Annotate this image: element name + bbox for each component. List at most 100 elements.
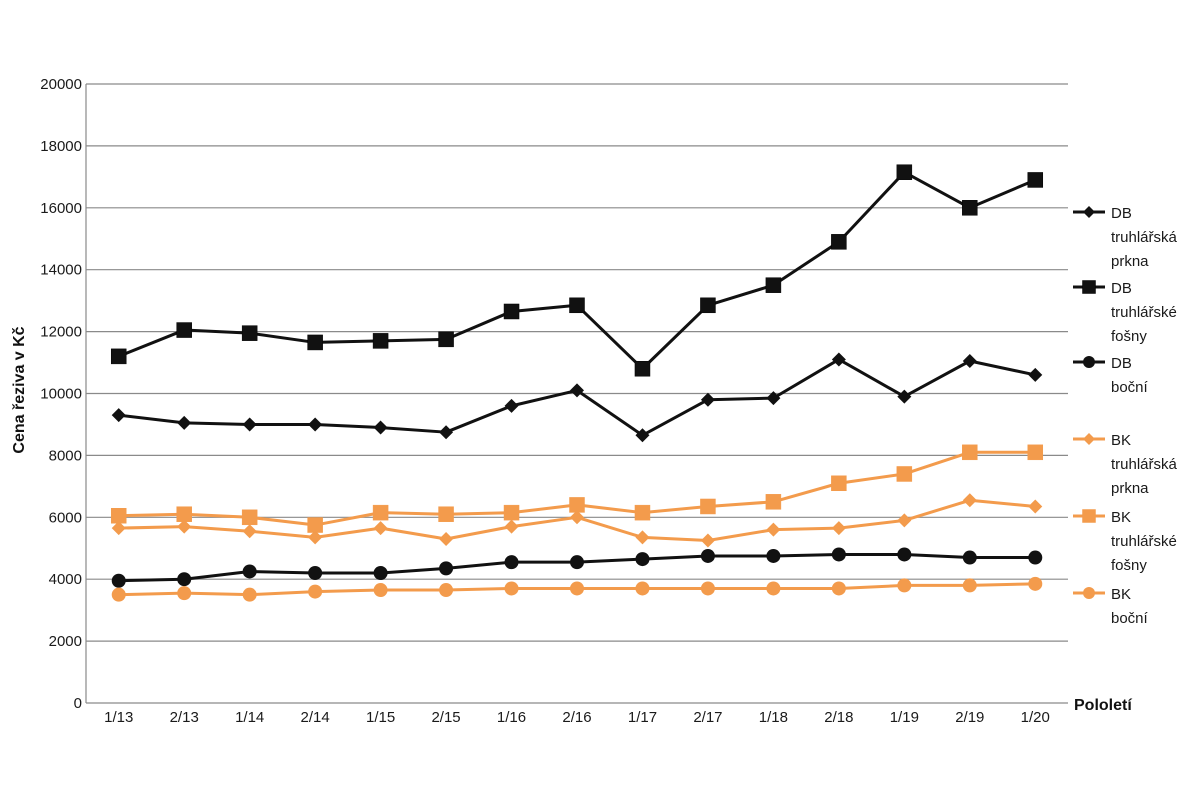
y-tick-label: 14000 <box>40 262 82 279</box>
data-point <box>570 383 584 398</box>
x-tick-label: 1/17 <box>628 709 657 726</box>
data-point <box>176 506 192 522</box>
data-point <box>896 466 913 482</box>
x-tick-label: 1/20 <box>1021 709 1050 726</box>
legend-label: truhlářské <box>1111 304 1177 321</box>
data-point <box>962 354 977 369</box>
data-point <box>831 581 846 596</box>
data-point <box>177 519 192 534</box>
data-point <box>1028 367 1043 382</box>
series-2 <box>111 547 1043 588</box>
data-point <box>110 508 127 524</box>
data-point <box>504 398 519 413</box>
x-tick-label: 2/13 <box>170 709 199 726</box>
legend-label: boční <box>1111 379 1149 396</box>
data-point <box>1028 576 1043 591</box>
legend: DB truhlářská prkna DB truhlářské fošny DB bočn… <box>1073 205 1178 627</box>
legend-label: truhlářská <box>1111 229 1178 246</box>
x-tick-label: 2/15 <box>431 709 460 726</box>
x-tick-label: 2/16 <box>562 709 591 726</box>
data-point <box>111 521 126 536</box>
data-point <box>373 566 388 581</box>
x-axis-title: Pololetí <box>1074 697 1132 714</box>
legend-label: truhlářská <box>1111 456 1178 473</box>
x-tick-label: 2/19 <box>955 709 984 726</box>
data-point <box>241 325 258 341</box>
data-point <box>503 504 520 521</box>
series-4 <box>110 444 1044 533</box>
x-tick-label: 1/15 <box>366 709 395 726</box>
data-point <box>504 581 519 596</box>
data-point <box>373 583 388 598</box>
series-5 <box>111 576 1043 602</box>
data-point <box>110 348 127 365</box>
data-point <box>896 164 913 180</box>
data-point <box>504 555 519 570</box>
legend-label: prkna <box>1111 480 1149 497</box>
data-point <box>897 389 912 404</box>
data-point <box>766 548 781 563</box>
legend-label: BK <box>1111 509 1131 526</box>
legend-label: fošny <box>1111 557 1147 574</box>
data-point <box>241 509 258 526</box>
legend-label: fošny <box>1111 328 1147 345</box>
axes: 0 2000 4000 6000 8000 10000 12000 14000 16000 180… <box>40 76 1050 726</box>
data-point <box>634 360 651 377</box>
data-point <box>439 531 454 546</box>
data-point <box>700 297 716 314</box>
data-point <box>962 578 977 593</box>
data-point <box>1028 499 1043 514</box>
legend-marker <box>1082 509 1096 523</box>
data-point <box>503 303 520 320</box>
y-tick-label: 12000 <box>40 324 82 341</box>
data-point <box>897 578 912 593</box>
data-point <box>700 392 715 407</box>
data-point <box>1028 550 1043 565</box>
data-point <box>765 277 782 293</box>
data-point <box>766 391 781 406</box>
legend-label: BK <box>1111 432 1131 449</box>
data-point <box>438 331 454 348</box>
data-point <box>438 506 454 522</box>
x-tick-label: 1/13 <box>104 709 133 726</box>
series-group <box>110 164 1044 602</box>
data-point <box>242 524 257 539</box>
data-point <box>439 425 454 440</box>
data-point <box>570 581 584 596</box>
y-tick-label: 20000 <box>40 76 82 93</box>
x-tick-label: 1/14 <box>235 709 264 726</box>
data-point <box>372 504 389 521</box>
legend-label: DB <box>1111 205 1132 222</box>
legend-label: DB <box>1111 355 1132 372</box>
series-0 <box>111 352 1043 443</box>
data-point <box>439 583 454 598</box>
y-axis-title: Cena řeziva v Kč <box>11 326 28 453</box>
data-point <box>897 547 912 562</box>
data-point <box>897 513 912 528</box>
data-point <box>766 522 781 537</box>
data-point <box>700 548 715 563</box>
data-point <box>372 333 389 349</box>
data-point <box>439 561 454 576</box>
legend-label: truhlářské <box>1111 533 1177 550</box>
data-point <box>308 566 323 581</box>
data-point <box>831 475 847 492</box>
y-tick-label: 6000 <box>49 509 82 526</box>
y-tick-label: 0 <box>74 695 82 712</box>
data-point <box>766 581 781 596</box>
data-point <box>242 564 257 579</box>
data-point <box>831 547 846 562</box>
data-point <box>569 497 585 513</box>
series-3 <box>111 493 1043 548</box>
x-tick-label: 2/18 <box>824 709 853 726</box>
data-point <box>831 352 846 367</box>
data-point <box>569 297 585 314</box>
data-point <box>242 587 257 602</box>
legend-item-5: BK boční <box>1073 586 1149 627</box>
data-point <box>831 234 847 250</box>
data-point <box>962 200 978 216</box>
data-point <box>635 581 650 596</box>
data-point <box>373 521 388 536</box>
data-point <box>111 573 126 588</box>
